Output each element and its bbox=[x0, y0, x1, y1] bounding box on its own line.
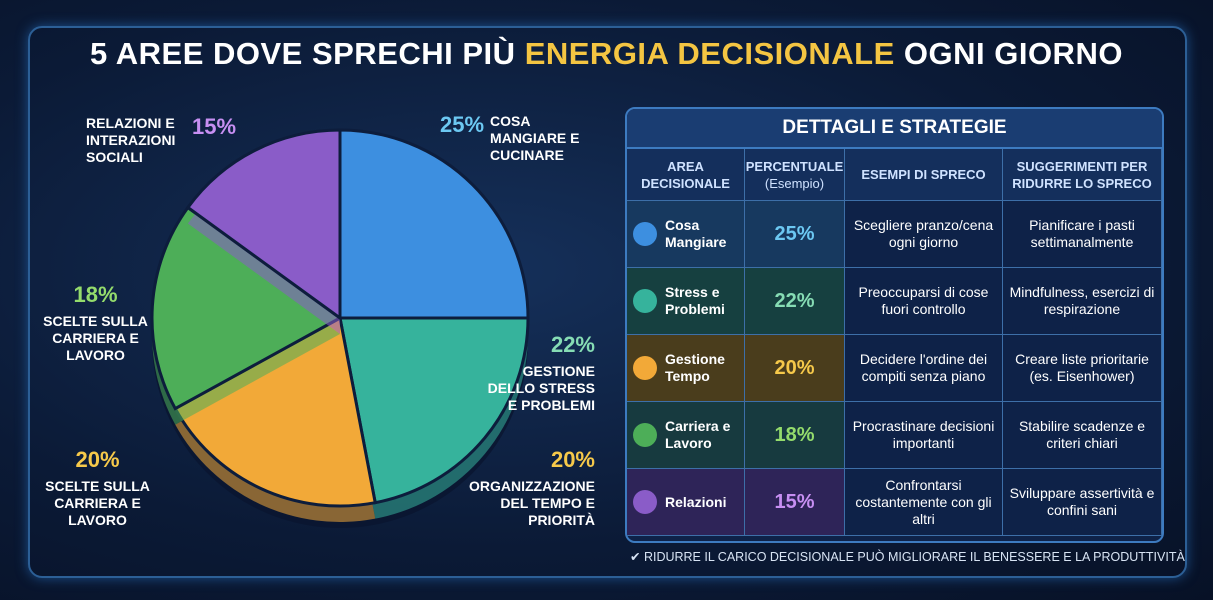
area-icon bbox=[633, 356, 657, 380]
text-cell: Confrontarsi costantemente con gli altri bbox=[845, 469, 1003, 536]
area-name: Relazioni bbox=[665, 493, 727, 510]
percent-cell: 20% bbox=[745, 335, 845, 402]
pie-value-label: 22% bbox=[550, 332, 595, 357]
area-name: Carriera e Lavoro bbox=[665, 418, 731, 451]
pie-category-label: SCELTE SULLA CARRIERA E LAVORO bbox=[43, 313, 148, 363]
annotation-label: 20% bbox=[75, 447, 120, 472]
pie-label: 20% ORGANIZZAZIONE DEL TEMPO E PRIORITÀ bbox=[455, 448, 595, 529]
pie-label: 25% COSA MANGIARE E CUCINARE bbox=[440, 113, 590, 164]
area-cell: Gestione Tempo bbox=[627, 335, 745, 402]
percent-cell: 22% bbox=[745, 268, 845, 335]
area-cell: Relazioni bbox=[627, 469, 745, 536]
pie-slice bbox=[173, 315, 377, 508]
pie-slice bbox=[338, 316, 530, 505]
area-name: Gestione Tempo bbox=[665, 351, 725, 384]
pie-annotation: 20% SCELTE SULLA CARRIERA E LAVORO bbox=[40, 448, 155, 529]
column-title: ESEMPI DI SPRECO bbox=[861, 167, 986, 182]
text-cell: Scegliere pranzo/cena ogni giorno bbox=[845, 201, 1003, 268]
footer: ✔ RIDURRE IL CARICO DECISIONALE PUÒ MIGL… bbox=[630, 550, 1185, 564]
title-text: 5 AREE DOVE SPRECHI PIÙ bbox=[90, 36, 516, 71]
table-title: DETTAGLI E STRATEGIE bbox=[627, 109, 1162, 149]
text-cell: Mindfulness, esercizi di respirazione bbox=[1003, 268, 1162, 335]
pie-category-label: ORGANIZZAZIONE DEL TEMPO E PRIORITÀ bbox=[469, 478, 595, 528]
column-note: (Esempio) bbox=[764, 175, 825, 191]
area-cell: Stress e Problemi bbox=[627, 268, 745, 335]
title-text: OGNI GIORNO bbox=[903, 36, 1123, 71]
text-cell: Pianificare i pasti settimanalmente bbox=[1003, 201, 1162, 268]
pie-value-label: 15% bbox=[192, 114, 237, 139]
column-title: AREA DECISIONALE bbox=[641, 158, 730, 191]
annotation-text: SCELTE SULLA CARRIERA E LAVORO bbox=[45, 478, 150, 528]
area-icon bbox=[633, 490, 657, 514]
pie-value-label: 25% bbox=[440, 112, 485, 137]
percent-cell: 18% bbox=[745, 402, 845, 469]
frame bbox=[28, 26, 1187, 578]
area-name: Cosa Mangiare bbox=[665, 217, 727, 250]
pie-value-label: 20% bbox=[550, 447, 595, 472]
pie-category-label: COSA MANGIARE E CUCINARE bbox=[490, 113, 580, 163]
column-header: ESEMPI DI SPRECO bbox=[845, 149, 1003, 201]
text-cell: Decidere l'ordine dei compiti senza pian… bbox=[845, 335, 1003, 402]
text-cell: Procrastinare decisioni importanti bbox=[845, 402, 1003, 469]
title-highlight: ENERGIA DECISIONALE bbox=[524, 36, 895, 71]
pie-category-label: GESTIONE DELLO STRESS E PROBLEMI bbox=[487, 363, 595, 413]
column-header: AREA DECISIONALE bbox=[627, 149, 745, 201]
area-icon bbox=[633, 423, 657, 447]
area-cell: Cosa Mangiare bbox=[627, 201, 745, 268]
percent-cell: 25% bbox=[745, 201, 845, 268]
column-title: SUGGERIMENTI PER RIDURRE LO SPRECO bbox=[1012, 158, 1152, 191]
text-cell: Creare liste prioritarie (es. Eisenhower… bbox=[1003, 335, 1162, 402]
table: DETTAGLI E STRATEGIE AREA DECISIONALE PER… bbox=[625, 107, 1164, 543]
text-cell: Stabilire scadenze e criteri chiari bbox=[1003, 402, 1162, 469]
pie-slice bbox=[185, 128, 342, 321]
percent-cell: 15% bbox=[745, 469, 845, 536]
pie-slice bbox=[338, 128, 530, 320]
area-cell: Carriera e Lavoro bbox=[627, 402, 745, 469]
text-cell: Sviluppare assertività e confini sani bbox=[1003, 469, 1162, 536]
pie-label: 15% RELAZIONI E INTERAZIONI SOCIALI bbox=[86, 115, 236, 166]
pie-category-label: RELAZIONI E INTERAZIONI SOCIALI bbox=[86, 115, 176, 165]
table-grid: AREA DECISIONALE PERCENTUALE (Esempio) ESEM… bbox=[627, 149, 1162, 536]
title: 5 AREE DOVE SPRECHI PIÙ ENERGIA DECISION… bbox=[0, 36, 1213, 72]
pie-slice bbox=[150, 205, 343, 411]
column-title: PERCENTUALE bbox=[745, 158, 844, 174]
area-icon bbox=[633, 222, 657, 246]
text-cell: Preoccuparsi di cose fuori controllo bbox=[845, 268, 1003, 335]
area-icon bbox=[633, 289, 657, 313]
footer-text: RIDURRE IL CARICO DECISIONALE PUÒ MIGLIO… bbox=[643, 550, 1185, 564]
column-header: PERCENTUALE (Esempio) bbox=[745, 149, 845, 201]
column-header: SUGGERIMENTI PER RIDURRE LO SPRECO bbox=[1003, 149, 1162, 201]
area-name: Stress e Problemi bbox=[665, 284, 725, 317]
pie-chart bbox=[150, 128, 530, 528]
pie-label: 18% SCELTE SULLA CARRIERA E LAVORO bbox=[38, 283, 153, 364]
pie-value-label: 18% bbox=[73, 282, 118, 307]
pie-label: 22% GESTIONE DELLO STRESS E PROBLEMI bbox=[480, 333, 595, 414]
